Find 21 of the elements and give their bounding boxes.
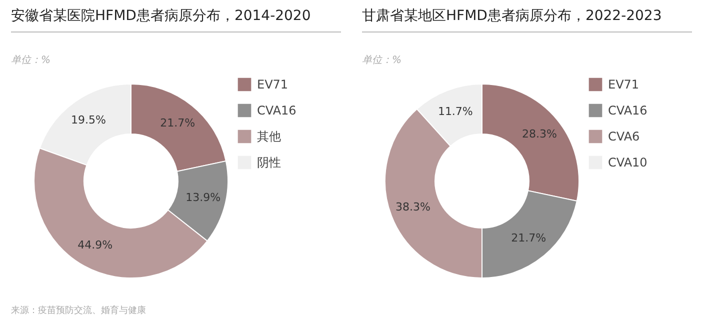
legend-label: EV71 (257, 78, 288, 92)
chart-title: 甘肃省某地区HFMD患者病原分布，2022-2023 (362, 8, 662, 24)
data-label: 21.7% (160, 116, 196, 130)
data-label: 44.9% (78, 238, 113, 252)
legend-label: EV71 (608, 78, 640, 92)
legend-label: CVA16 (608, 104, 648, 118)
legend-label: CVA6 (608, 130, 640, 144)
legend-label: 其他 (257, 130, 281, 144)
chart-subtitle: 单位：% (11, 54, 51, 66)
legend-label: 阴性 (257, 156, 281, 170)
data-label: 28.3% (522, 127, 557, 140)
data-label: 38.3% (395, 200, 430, 214)
data-label: 11.7% (438, 104, 473, 118)
legend-label: CVA16 (257, 104, 296, 118)
chart-title: 安徽省某医院HFMD患者病原分布，2014-2020 (11, 8, 311, 24)
legend-label: CVA10 (608, 156, 648, 170)
data-label: 19.5% (70, 113, 106, 126)
data-label: 21.7% (511, 231, 546, 244)
chart-subtitle: 单位：% (362, 54, 402, 66)
data-label: 13.9% (186, 190, 221, 204)
source-note: 来源：疫苗预防交流、婚育与健康 (11, 305, 146, 316)
